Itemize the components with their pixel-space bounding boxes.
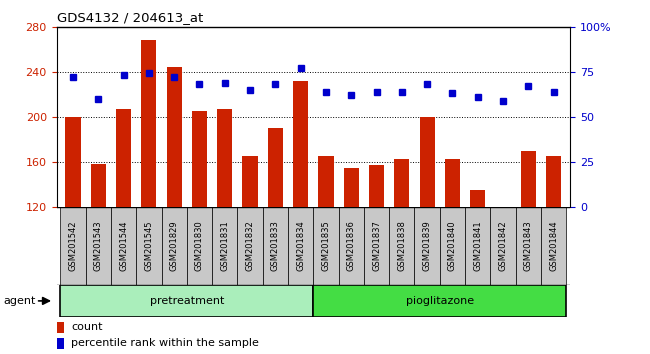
Bar <box>187 207 212 285</box>
Bar <box>470 190 486 343</box>
Bar <box>116 109 131 343</box>
Text: GSM201839: GSM201839 <box>422 221 432 272</box>
Text: GSM201843: GSM201843 <box>524 221 533 272</box>
Bar <box>60 285 313 317</box>
Bar <box>344 167 359 343</box>
Text: GDS4132 / 204613_at: GDS4132 / 204613_at <box>57 11 203 24</box>
Text: GSM201830: GSM201830 <box>195 221 204 272</box>
Bar <box>521 151 536 343</box>
Bar <box>288 207 313 285</box>
Bar <box>263 207 288 285</box>
Text: agent: agent <box>3 296 36 306</box>
Bar <box>515 207 541 285</box>
Bar <box>445 159 460 343</box>
Text: GSM201840: GSM201840 <box>448 221 457 272</box>
Text: pioglitazone: pioglitazone <box>406 296 474 306</box>
Bar <box>141 40 157 343</box>
Bar <box>313 207 339 285</box>
Text: GSM201829: GSM201829 <box>170 221 179 272</box>
Text: GSM201833: GSM201833 <box>271 221 280 272</box>
Bar <box>419 117 435 343</box>
Text: GSM201545: GSM201545 <box>144 221 153 271</box>
Bar <box>192 111 207 343</box>
Bar <box>495 207 511 343</box>
Text: GSM201542: GSM201542 <box>68 221 77 271</box>
Bar <box>217 109 232 343</box>
Text: pretreatment: pretreatment <box>150 296 224 306</box>
Text: GSM201832: GSM201832 <box>246 221 255 272</box>
Bar <box>66 117 81 343</box>
Bar <box>546 156 561 343</box>
Bar <box>541 207 566 285</box>
Text: GSM201836: GSM201836 <box>346 221 356 272</box>
Text: GSM201835: GSM201835 <box>322 221 330 272</box>
Bar <box>60 207 86 285</box>
Text: GSM201844: GSM201844 <box>549 221 558 272</box>
Bar <box>313 285 566 317</box>
Bar <box>237 207 263 285</box>
Bar <box>162 207 187 285</box>
Text: GSM201831: GSM201831 <box>220 221 229 272</box>
Bar <box>490 207 515 285</box>
Text: GSM201544: GSM201544 <box>119 221 128 271</box>
Text: count: count <box>71 322 103 332</box>
Text: GSM201838: GSM201838 <box>397 221 406 272</box>
Text: GSM201837: GSM201837 <box>372 221 381 272</box>
Bar <box>57 338 64 349</box>
Text: percentile rank within the sample: percentile rank within the sample <box>71 338 259 348</box>
Bar <box>318 156 333 343</box>
Bar <box>293 81 308 343</box>
Bar <box>86 207 111 285</box>
Bar <box>212 207 237 285</box>
Bar <box>111 207 136 285</box>
Bar <box>440 207 465 285</box>
Text: GSM201842: GSM201842 <box>499 221 508 272</box>
Bar <box>364 207 389 285</box>
Bar <box>395 159 410 343</box>
Text: GSM201841: GSM201841 <box>473 221 482 272</box>
Bar <box>389 207 415 285</box>
Bar <box>166 67 182 343</box>
Bar <box>465 207 490 285</box>
Text: GSM201834: GSM201834 <box>296 221 305 272</box>
Bar <box>57 322 64 333</box>
Text: GSM201543: GSM201543 <box>94 221 103 272</box>
Bar <box>415 207 440 285</box>
Bar <box>91 164 106 343</box>
Bar <box>242 156 257 343</box>
Bar <box>369 165 384 343</box>
Bar <box>339 207 364 285</box>
Bar <box>136 207 162 285</box>
Bar <box>268 128 283 343</box>
